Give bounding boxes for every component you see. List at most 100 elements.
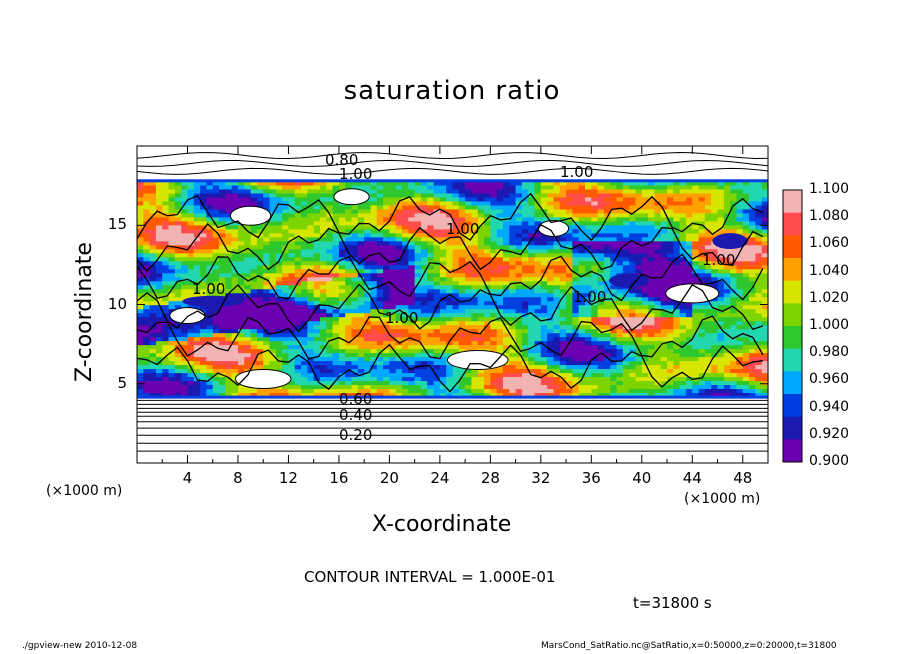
heatmap-cell — [307, 232, 315, 238]
heatmap-cell — [237, 328, 245, 334]
heatmap-cell — [521, 308, 529, 314]
heatmap-cell — [458, 276, 466, 282]
heatmap-cell — [319, 264, 327, 270]
heatmap-cell — [294, 192, 302, 198]
heatmap-cell — [547, 184, 555, 190]
heatmap-cell — [206, 224, 214, 230]
heatmap-cell — [490, 180, 498, 186]
heatmap-cell — [685, 188, 693, 194]
heatmap-cell — [338, 388, 346, 394]
heatmap-cell — [477, 264, 485, 270]
heatmap-cell — [641, 356, 649, 362]
heatmap-cell — [193, 212, 201, 218]
heatmap-cell — [155, 284, 163, 290]
heatmap-cell — [395, 376, 403, 382]
heatmap-cell — [534, 208, 542, 214]
heatmap-cell — [597, 304, 605, 310]
heatmap-cell — [225, 204, 233, 210]
heatmap-cell — [446, 364, 454, 370]
heatmap-cell — [155, 296, 163, 302]
heatmap-cell — [509, 284, 517, 290]
heatmap-cell — [155, 240, 163, 246]
heatmap-cell — [149, 232, 157, 238]
heatmap-cell — [521, 376, 529, 382]
heatmap-cell — [603, 336, 611, 342]
heatmap-cell — [187, 344, 195, 350]
heatmap-cell — [351, 344, 359, 350]
heatmap-cell — [364, 184, 372, 190]
heatmap-cell — [704, 304, 712, 310]
heatmap-cell — [143, 248, 151, 254]
heatmap-cell — [673, 212, 681, 218]
heatmap-cell — [509, 296, 517, 302]
heatmap-cell — [357, 204, 365, 210]
heatmap-cell — [370, 248, 378, 254]
heatmap-cell — [351, 368, 359, 374]
heatmap-cell — [484, 224, 491, 230]
heatmap-cell — [376, 260, 384, 266]
heatmap-cell — [654, 284, 662, 290]
heatmap-cell — [717, 352, 725, 358]
heatmap-cell — [578, 200, 586, 206]
heatmap-cell — [616, 348, 624, 354]
heatmap-cell — [452, 284, 460, 290]
heatmap-cell — [667, 272, 674, 278]
heatmap-cell — [383, 244, 390, 250]
heatmap-cell — [137, 308, 144, 314]
heatmap-cell — [622, 348, 630, 354]
heatmap-cell — [256, 184, 264, 190]
heatmap-cell — [654, 308, 662, 314]
heatmap-cell — [263, 300, 271, 306]
heatmap-cell — [660, 288, 668, 294]
heatmap-cell — [275, 348, 283, 354]
heatmap-cell — [439, 336, 447, 342]
heatmap-cell — [566, 312, 573, 318]
heatmap-cell — [635, 344, 643, 350]
heatmap-cell — [553, 264, 561, 270]
heatmap-cell — [200, 348, 208, 354]
heatmap-cell — [515, 292, 523, 298]
heatmap-cell — [244, 320, 252, 326]
heatmap-cell — [679, 220, 687, 226]
heatmap-cell — [357, 300, 365, 306]
heatmap-cell — [326, 188, 334, 194]
heatmap-cell — [206, 344, 214, 350]
heatmap-cell — [559, 276, 567, 282]
heatmap-cell — [610, 320, 618, 326]
heatmap-cell — [465, 252, 473, 258]
heatmap-cell — [402, 288, 409, 294]
heatmap-cell — [231, 260, 239, 266]
heatmap-cell — [383, 188, 390, 194]
heatmap-cell — [446, 392, 454, 398]
heatmap-cell — [465, 240, 473, 246]
heatmap-cell — [534, 384, 542, 390]
heatmap-cell — [667, 352, 674, 358]
heatmap-cell — [427, 320, 435, 326]
heatmap-cell — [307, 316, 315, 322]
heatmap-cell — [288, 236, 296, 242]
heatmap-cell — [206, 196, 214, 202]
heatmap-cell — [200, 184, 208, 190]
heatmap-cell — [162, 196, 170, 202]
heatmap-cell — [200, 352, 208, 358]
heatmap-cell — [338, 348, 346, 354]
heatmap-cell — [509, 264, 517, 270]
heatmap-cell — [187, 276, 195, 282]
heatmap-cell — [294, 288, 302, 294]
heatmap-cell — [439, 344, 447, 350]
heatmap-cell — [540, 256, 548, 262]
heatmap-cell — [414, 288, 422, 294]
heatmap-cell — [383, 308, 390, 314]
heatmap-cell — [446, 320, 454, 326]
heatmap-cell — [389, 336, 397, 342]
heatmap-cell — [528, 344, 536, 350]
heatmap-cell — [231, 256, 239, 262]
heatmap-cell — [408, 380, 416, 386]
heatmap-cell — [704, 208, 712, 214]
heatmap-cell — [288, 252, 296, 258]
heatmap-cell — [206, 336, 214, 342]
heatmap-cell — [370, 236, 378, 242]
heatmap-cell — [515, 392, 523, 398]
heatmap-cell — [515, 276, 523, 282]
heatmap-cell — [212, 328, 220, 334]
